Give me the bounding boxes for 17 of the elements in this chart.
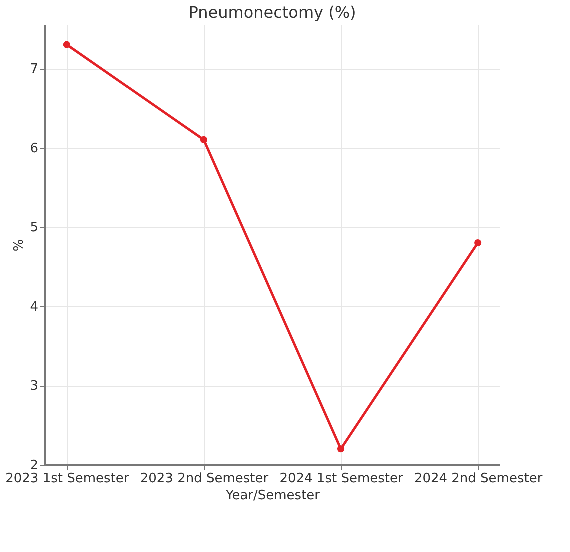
- x-tick-label: 2023 2nd Semester: [140, 472, 270, 486]
- y-tick-label: 7: [30, 62, 38, 78]
- y-tick-label: 4: [30, 300, 38, 315]
- y-tick-label: 6: [30, 141, 38, 156]
- y-tick-label: 5: [30, 220, 38, 236]
- point: [200, 136, 208, 144]
- point: [474, 239, 482, 247]
- x-tick-label: 2024 1st Semester: [280, 472, 404, 486]
- y-tick-label: 3: [30, 379, 38, 394]
- chart-title: Pneumonectomy (%): [188, 3, 356, 22]
- x-tick-label: 2024 2nd Semester: [414, 472, 544, 486]
- y-tick-label: 2: [30, 458, 38, 474]
- x-tick-label: 2023 1st Semester: [6, 472, 130, 486]
- point: [337, 446, 345, 453]
- x-axis-title: Year/Semester: [224, 488, 321, 504]
- point: [63, 41, 70, 48]
- y-axis-title: %: [12, 239, 28, 252]
